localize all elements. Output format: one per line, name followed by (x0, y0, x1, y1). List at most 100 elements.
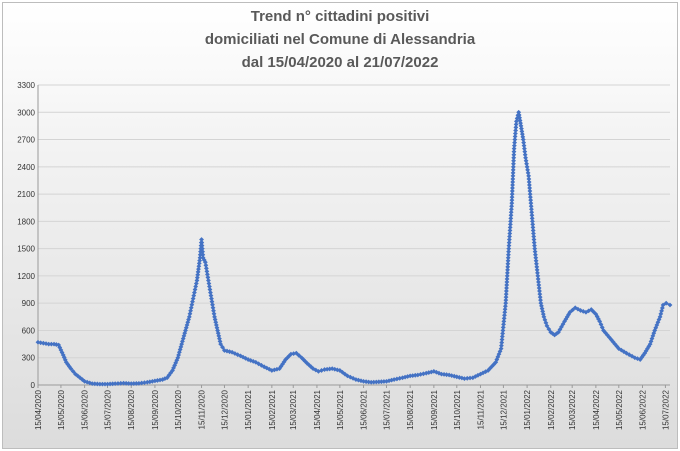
data-point (509, 206, 514, 212)
data-point (394, 376, 400, 382)
data-point (204, 271, 210, 277)
x-tick-label: 15/09/2021 (430, 389, 439, 430)
data-point (66, 364, 72, 369)
y-tick-label: 1800 (17, 217, 35, 226)
data-point (511, 143, 517, 149)
data-point (510, 176, 516, 182)
gridlines (38, 84, 670, 386)
data-point (508, 209, 514, 215)
data-point (512, 137, 518, 142)
y-axis: 0 300 600 900 1200 1500 1800 2100 2400 2700 3000 33… (17, 81, 39, 390)
data-point (386, 378, 392, 384)
data-point (651, 330, 657, 336)
data-point (513, 128, 519, 133)
data-point (211, 311, 217, 317)
data-point (498, 346, 504, 352)
data-point (504, 279, 510, 285)
data-point (525, 170, 531, 176)
y-tick-label: 600 (22, 326, 36, 335)
data-point (536, 285, 542, 291)
data-point (530, 221, 536, 227)
data-point (206, 281, 212, 286)
data-point (208, 290, 213, 295)
data-point (166, 372, 172, 378)
data-point (501, 315, 507, 321)
data-point (218, 341, 224, 347)
data-point (186, 314, 192, 320)
x-tick-label: 15/04/2021 (313, 389, 322, 430)
x-tick-label: 15/12/2020 (220, 389, 229, 430)
data-point (505, 264, 511, 270)
data-point (519, 128, 525, 134)
data-point (527, 185, 533, 191)
data-point (514, 115, 520, 121)
data-point (353, 377, 359, 382)
data-point (70, 368, 76, 374)
data-point (521, 140, 527, 145)
data-point (531, 240, 537, 245)
data-point (520, 137, 526, 142)
data-point (418, 371, 424, 377)
y-tick-label: 1200 (17, 272, 35, 281)
data-point (531, 231, 536, 236)
x-tick-label: 15/02/2022 (547, 389, 556, 430)
data-point (139, 380, 145, 386)
data-point (274, 366, 280, 372)
data-point (327, 366, 333, 372)
data-point (510, 164, 516, 170)
data-point (240, 354, 246, 360)
data-point (97, 381, 103, 387)
data-point (663, 300, 669, 306)
data-point (500, 325, 506, 330)
data-point (507, 234, 512, 239)
data-point (528, 194, 533, 200)
data-point (532, 246, 538, 252)
data-point (509, 194, 515, 200)
data-point (526, 182, 532, 188)
data-point (534, 267, 540, 273)
y-tick-label: 1500 (17, 245, 35, 254)
data-point (538, 297, 543, 303)
x-tick-label: 15/12/2021 (499, 389, 508, 430)
y-tick-label: 2700 (17, 136, 35, 145)
chart-title-line-3: dal 15/04/2020 al 21/07/2022 (241, 54, 439, 71)
x-tick-label: 15/03/2022 (568, 389, 577, 430)
data-point (199, 243, 205, 249)
data-point (510, 170, 516, 176)
data-point (536, 279, 541, 285)
data-point (128, 381, 134, 387)
data-point (533, 258, 539, 264)
data-point (532, 249, 538, 255)
x-axis: 15/04/2020 15/05/2020 15/06/2020 15/07/2020… (34, 385, 670, 430)
data-point (525, 167, 531, 173)
data-point (506, 240, 512, 245)
data-point (502, 306, 508, 312)
data-point (520, 134, 526, 140)
data-point (211, 308, 216, 314)
data-point (511, 152, 517, 158)
data-point (505, 258, 511, 264)
data-point (528, 200, 534, 206)
data-point (507, 221, 513, 227)
data-point (509, 188, 515, 194)
data-point (546, 326, 552, 332)
data-point (511, 149, 517, 155)
data-point (89, 381, 95, 387)
data-point (204, 268, 210, 274)
data-point (506, 246, 512, 252)
data-point (199, 240, 205, 245)
data-point (210, 305, 216, 311)
data-point (528, 197, 534, 203)
data-point (102, 381, 108, 387)
x-tick-label: 15/03/2021 (289, 389, 298, 430)
data-point (423, 370, 429, 376)
x-tick-label: 15/05/2020 (57, 389, 66, 430)
data-point (206, 278, 211, 283)
data-point (509, 197, 515, 203)
data-point (504, 285, 509, 291)
data-point (530, 218, 535, 224)
data-point (524, 164, 530, 170)
data-point (112, 381, 118, 387)
